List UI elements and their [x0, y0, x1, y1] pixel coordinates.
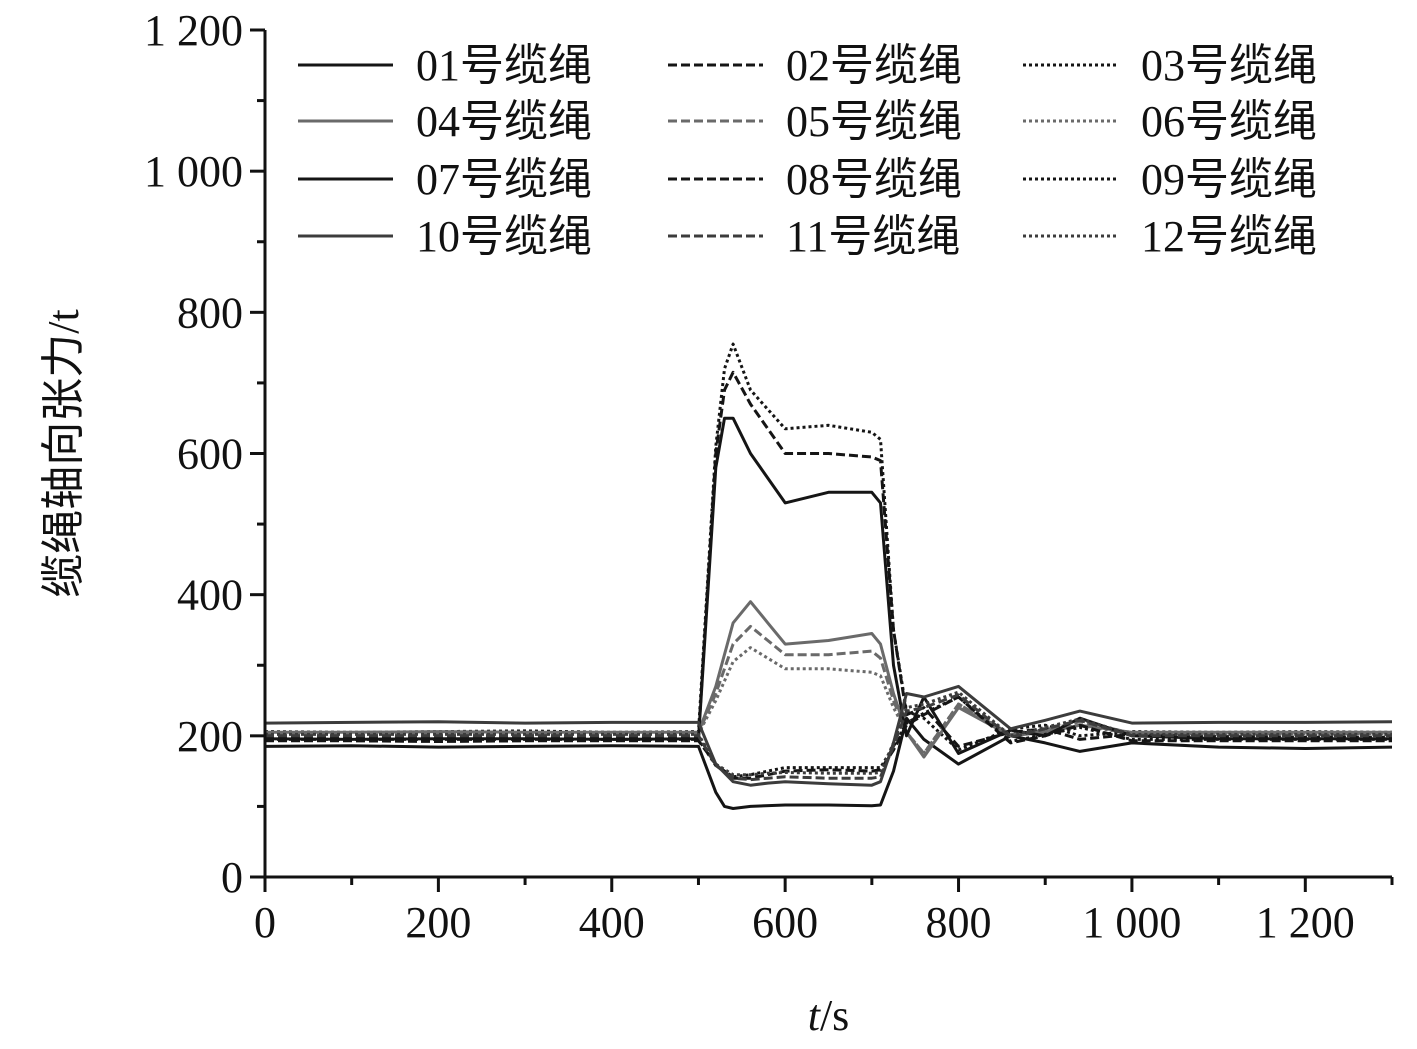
legend-label-4: 04号缆绳	[416, 97, 592, 146]
legend-label-5: 05号缆绳	[786, 97, 962, 146]
legend-label-6: 06号缆绳	[1141, 97, 1317, 146]
series-line-1	[264, 716, 1393, 810]
legend-label-1: 01号缆绳	[416, 41, 592, 90]
x-tick-label: 400	[579, 898, 645, 947]
y-tick-label: 400	[177, 571, 243, 620]
legend-label-12: 12号缆绳	[1141, 212, 1317, 261]
y-tick-label: 200	[177, 712, 243, 761]
legend: 01号缆绳 02号缆绳 03号缆绳 04号缆绳 05号缆绳 06号缆绳 07号缆绳 08号缆绳…	[298, 41, 1317, 261]
y-tick-label: 600	[177, 430, 243, 479]
x-tick-label: 1 200	[1256, 898, 1355, 947]
x-tick-label: 800	[926, 898, 992, 947]
series-line-2	[264, 370, 1392, 748]
y-tick-label: 800	[177, 288, 243, 337]
legend-label-10: 10号缆绳	[416, 212, 592, 261]
series-line-10	[264, 684, 1393, 787]
series-line-11	[265, 693, 1392, 782]
series-line-12	[265, 690, 1392, 777]
legend-label-3: 03号缆绳	[1141, 41, 1317, 90]
x-axis-title-symbol: t	[808, 991, 822, 1040]
x-axis-title: t/s	[808, 991, 850, 1040]
x-tick-label: 1 000	[1082, 898, 1181, 947]
axes: 0 200 400 600 800 1 000 1 200 0 200 400 600 800 1 00…	[39, 6, 1394, 1040]
legend-label-8: 08号缆绳	[786, 155, 962, 204]
x-tick-label: 200	[405, 898, 471, 947]
series-line-9	[265, 695, 1392, 779]
y-tick-label: 1 200	[144, 6, 243, 55]
x-tick-label: 0	[254, 898, 276, 947]
y-axis-title: 缆绳轴向张力/t	[39, 309, 88, 597]
series-line-7	[264, 416, 1392, 755]
x-tick-label: 600	[752, 898, 818, 947]
y-tick-label: 1 000	[144, 147, 243, 196]
x-axis-title-unit: /s	[820, 991, 849, 1040]
series-line-8	[265, 695, 1392, 780]
legend-label-2: 02号缆绳	[786, 41, 962, 90]
legend-label-9: 09号缆绳	[1141, 155, 1317, 204]
legend-label-7: 07号缆绳	[416, 155, 592, 204]
legend-label-11: 11号缆绳	[786, 212, 960, 261]
series-line-3	[264, 342, 1393, 752]
y-tick-label: 0	[221, 853, 243, 902]
series-layer	[264, 342, 1393, 810]
